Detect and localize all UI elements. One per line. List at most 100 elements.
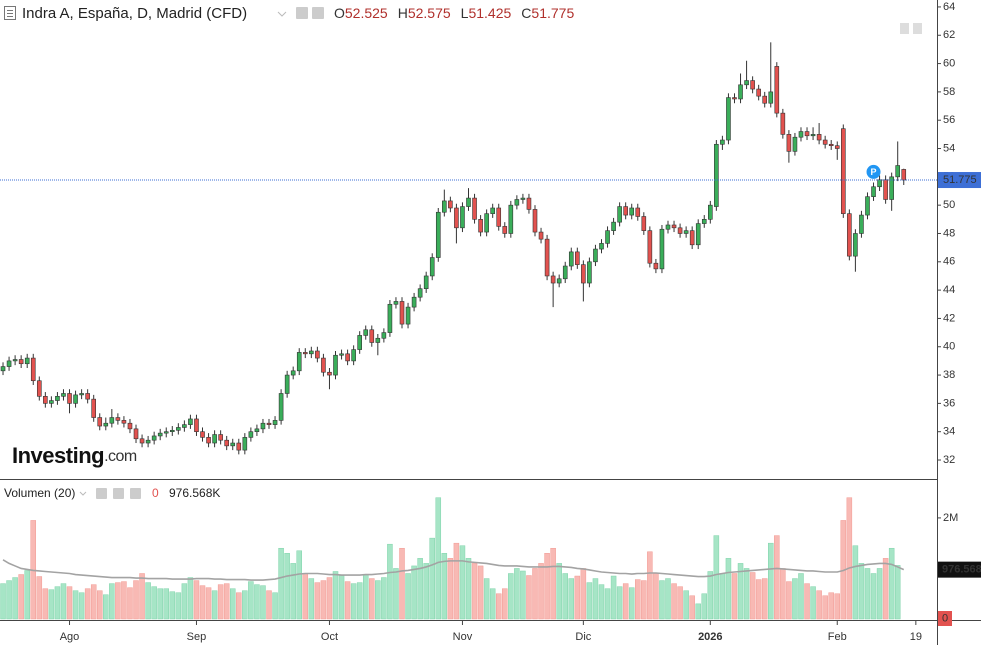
volume-bar: [272, 592, 278, 620]
y-tick-label: 38: [943, 369, 955, 381]
candle-body: [387, 303, 393, 333]
candle-body: [466, 197, 471, 207]
dropdown-caret[interactable]: [277, 11, 287, 17]
pane-button[interactable]: [913, 23, 922, 34]
volume-bar: [266, 590, 272, 620]
candle-body: [333, 354, 338, 376]
candle-body: [629, 207, 635, 216]
price-pane: P: [0, 42, 937, 455]
ohlc-letter: O: [334, 5, 345, 21]
volume-bar: [870, 573, 877, 620]
candle-body: [816, 134, 822, 141]
volume-bar: [453, 542, 460, 620]
candle-body: [224, 439, 229, 447]
candle-body: [822, 139, 828, 145]
volume-bar: [689, 595, 695, 620]
volume-legend-value: 0: [152, 486, 159, 500]
volume-bar: [332, 571, 339, 620]
candle-body: [840, 128, 846, 214]
y-tick-label: 56: [943, 114, 955, 126]
candle-body: [581, 264, 586, 284]
volume-bar: [229, 588, 236, 620]
volume-bar: [465, 558, 472, 620]
candle-body: [36, 380, 42, 397]
watermark: Investing.com: [12, 443, 137, 468]
close-icon[interactable]: [130, 488, 141, 499]
volume-bar: [205, 587, 212, 620]
candle-body: [544, 238, 550, 277]
volume-bar: [526, 575, 532, 620]
volume-bar: [0, 583, 6, 620]
volume-bar: [786, 581, 792, 620]
candle-body: [508, 204, 514, 234]
candle-body: [309, 350, 314, 355]
volume-bar: [278, 547, 284, 620]
volume-bar: [774, 535, 780, 620]
volume-bar: [308, 578, 315, 620]
volume-bar: [66, 586, 73, 620]
candle-body: [169, 429, 175, 433]
volume-bar: [568, 578, 575, 620]
volume-bar: [344, 581, 351, 620]
volume-bar: [713, 535, 720, 620]
volume-bar: [792, 578, 798, 620]
volume-bar: [495, 593, 502, 620]
y-tick-label: 62: [943, 29, 955, 41]
candle-body: [859, 214, 864, 234]
volume-bar: [447, 558, 454, 620]
volume-bar: [616, 586, 623, 620]
candle-body: [145, 439, 151, 444]
volume-bar: [701, 593, 708, 620]
volume-last-label: 0: [942, 612, 948, 624]
volume-bar: [882, 558, 889, 620]
symbol-icon[interactable]: [4, 6, 16, 20]
volume-bar: [695, 603, 701, 620]
volume-bar: [804, 583, 810, 620]
volume-bar: [635, 579, 641, 620]
volume-bar: [290, 563, 296, 620]
y-tick-label: 40: [943, 341, 955, 353]
candle-body: [109, 417, 115, 424]
watermark-text: Investing: [12, 443, 104, 468]
candle-body: [375, 337, 381, 343]
volume-bar: [647, 551, 653, 620]
refresh-icon[interactable]: [312, 7, 324, 19]
volume-bar: [18, 574, 24, 620]
candle-body: [568, 251, 574, 267]
candle-body: [490, 207, 495, 214]
candle-body: [284, 374, 290, 394]
candle-body: [448, 200, 453, 209]
candle-body: [236, 442, 242, 451]
candle-body: [853, 233, 858, 257]
dropdown-caret[interactable]: [79, 491, 87, 496]
pane-button[interactable]: [900, 23, 909, 34]
volume-bar: [538, 563, 544, 620]
volume-bar: [338, 575, 345, 620]
candle-body: [556, 278, 562, 284]
volume-bar: [580, 568, 587, 620]
volume-bar: [483, 578, 490, 620]
candle-body: [442, 200, 447, 213]
candle-body: [18, 359, 24, 365]
volume-bar: [489, 588, 496, 620]
settings-icon[interactable]: [96, 488, 107, 499]
y-tick-label: 42: [943, 312, 955, 324]
volume-bar: [725, 558, 732, 620]
volume-ma-box: [938, 561, 981, 578]
volume-bar: [852, 545, 859, 620]
candle-body: [182, 424, 187, 428]
watermark-suffix: .com: [104, 448, 137, 465]
candle-body: [327, 371, 332, 376]
candle-body: [163, 431, 169, 434]
candle-body: [714, 143, 719, 207]
candle-body: [230, 442, 236, 447]
volume-bar: [459, 545, 466, 620]
refresh-icon[interactable]: [113, 488, 124, 499]
candle-body: [514, 199, 520, 206]
candle-body: [254, 428, 260, 433]
y-tick-label: 46: [943, 256, 955, 268]
candle-body: [883, 179, 888, 200]
y-tick-label: 36: [943, 397, 955, 409]
settings-icon[interactable]: [296, 7, 308, 19]
